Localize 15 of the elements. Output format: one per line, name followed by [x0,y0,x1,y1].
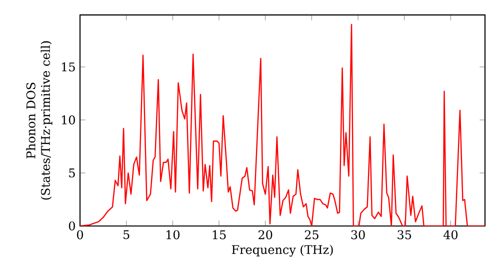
x-axis-title: Frequency (THz) [232,244,333,257]
x-tick-label: 25 [304,230,318,240]
y-tick-label: 0 [68,221,75,230]
x-tick-label: 30 [351,230,365,240]
x-tick-label: 40 [443,230,458,240]
y-axis-title: Phonon DOS (States/THz·primitive cell) [26,41,52,200]
x-tick-label: 15 [212,230,226,240]
x-tick-label: 5 [124,230,130,240]
y-tick-label: 15 [62,62,75,72]
x-tick-label: 20 [258,230,272,240]
y-tick-label: 5 [69,168,75,178]
y-tick-label: 10 [62,115,75,124]
x-tick-label: 35 [398,230,412,240]
x-tick-label: 10 [166,230,180,240]
x-tick-label: 0 [77,230,84,240]
